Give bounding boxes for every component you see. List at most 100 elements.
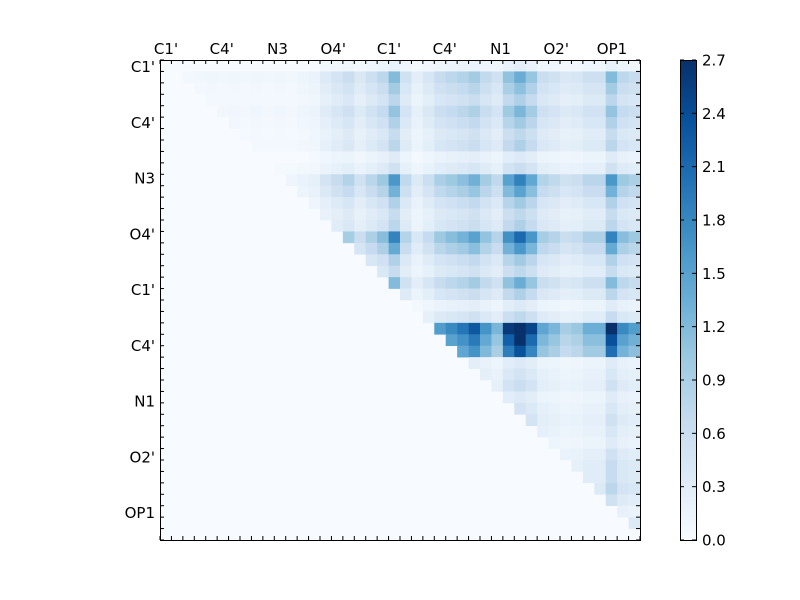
heatmap-cell <box>571 71 584 84</box>
heatmap-cell <box>594 391 607 404</box>
heatmap-cell <box>480 345 492 358</box>
heatmap-cell <box>354 151 367 164</box>
heatmap-cell <box>560 71 572 84</box>
heatmap-cell <box>617 220 629 232</box>
heatmap-cell <box>365 60 378 72</box>
heatmap-cell <box>377 151 389 164</box>
heatmap-cell <box>331 117 344 129</box>
heatmap-cell <box>400 140 412 152</box>
heatmap-cell <box>491 60 504 72</box>
heatmap-cell <box>548 128 561 141</box>
heatmap-cell <box>594 220 607 232</box>
heatmap-cell <box>502 300 515 312</box>
x-tick-label: C1' <box>154 40 178 58</box>
heatmap-cell <box>582 242 595 255</box>
heatmap-cell <box>548 311 561 324</box>
heatmap-cell <box>502 174 515 187</box>
heatmap-cell <box>605 185 618 198</box>
heatmap-cell <box>548 220 561 232</box>
heatmap-cell <box>548 402 561 415</box>
heatmap-cell <box>582 334 595 347</box>
heatmap-cell <box>537 60 549 72</box>
heatmap-cell <box>331 162 344 175</box>
heatmap-cell <box>605 128 618 141</box>
heatmap-cell <box>548 208 561 221</box>
heatmap-cell <box>617 414 629 427</box>
heatmap-cell <box>594 265 607 278</box>
heatmap-cell <box>411 277 424 289</box>
heatmap-cell <box>354 162 367 175</box>
heatmap-cell <box>571 254 584 267</box>
heatmap-cell <box>297 140 309 152</box>
heatmap-cell <box>480 208 492 221</box>
heatmap-cell <box>537 140 549 152</box>
heatmap-cell <box>411 185 424 198</box>
heatmap-cell <box>582 174 595 187</box>
heatmap-cell <box>491 300 504 312</box>
heatmap-cell <box>480 128 492 141</box>
heatmap-cell <box>445 117 458 129</box>
heatmap-cell <box>582 368 595 381</box>
heatmap-cell <box>411 288 424 301</box>
heatmap-cell <box>308 117 321 129</box>
heatmap-cell <box>354 208 367 221</box>
heatmap-cell <box>377 231 389 244</box>
heatmap-cell <box>628 482 641 495</box>
heatmap-cell <box>388 185 401 198</box>
heatmap-cell <box>571 197 584 209</box>
heatmap-cell <box>251 71 264 84</box>
heatmap-cell <box>582 288 595 301</box>
heatmap-cell <box>422 128 435 141</box>
heatmap-cell <box>537 151 549 164</box>
heatmap-cell <box>228 71 241 84</box>
heatmap-cell <box>468 162 481 175</box>
heatmap-cell <box>502 368 515 381</box>
heatmap-cell <box>457 140 469 152</box>
heatmap-cell <box>537 82 549 95</box>
heatmap-cell <box>548 94 561 107</box>
heatmap-cell <box>594 242 607 255</box>
heatmap-cell <box>445 151 458 164</box>
heatmap-cell <box>594 414 607 427</box>
heatmap-cell <box>582 105 595 118</box>
heatmap-cell <box>331 220 344 232</box>
heatmap-cell <box>514 242 527 255</box>
heatmap-cell <box>194 71 207 84</box>
heatmap-cell <box>537 231 549 244</box>
heatmap-cell <box>377 105 389 118</box>
heatmap-cell <box>617 402 629 415</box>
heatmap-cells <box>160 60 641 540</box>
heatmap-cell <box>548 197 561 209</box>
x-tick-labels: C1' C4' N3 O4' C1' C4' N1 O2' OP1 <box>154 40 627 58</box>
heatmap-cell <box>548 322 561 335</box>
heatmap-cell <box>377 82 389 95</box>
heatmap-cell <box>548 231 561 244</box>
heatmap-cell <box>605 311 618 324</box>
heatmap-cell <box>548 105 561 118</box>
heatmap-cell <box>560 174 572 187</box>
heatmap-cell <box>377 208 389 221</box>
heatmap-cell <box>491 128 504 141</box>
heatmap-cell <box>571 300 584 312</box>
heatmap-cell <box>400 117 412 129</box>
x-tick-label: O2' <box>544 40 569 58</box>
x-tick-label: O4' <box>321 40 346 58</box>
heatmap-cell <box>422 288 435 301</box>
heatmap-cell <box>537 357 549 369</box>
colorbar-tick-label: 2.4 <box>702 105 726 123</box>
heatmap-cell <box>251 140 264 152</box>
heatmap-cell <box>320 105 332 118</box>
heatmap-cell <box>480 334 492 347</box>
heatmap-cell <box>605 368 618 381</box>
heatmap-cell <box>457 220 469 232</box>
heatmap-cell <box>445 60 458 72</box>
heatmap-cell <box>411 300 424 312</box>
colorbar-tick-label: 0.6 <box>702 425 726 443</box>
heatmap-cell <box>422 185 435 198</box>
heatmap-cell <box>548 345 561 358</box>
heatmap-cell <box>445 231 458 244</box>
heatmap-cell <box>560 242 572 255</box>
heatmap-cell <box>457 162 469 175</box>
heatmap-cell <box>331 128 344 141</box>
heatmap-cell <box>457 322 469 335</box>
